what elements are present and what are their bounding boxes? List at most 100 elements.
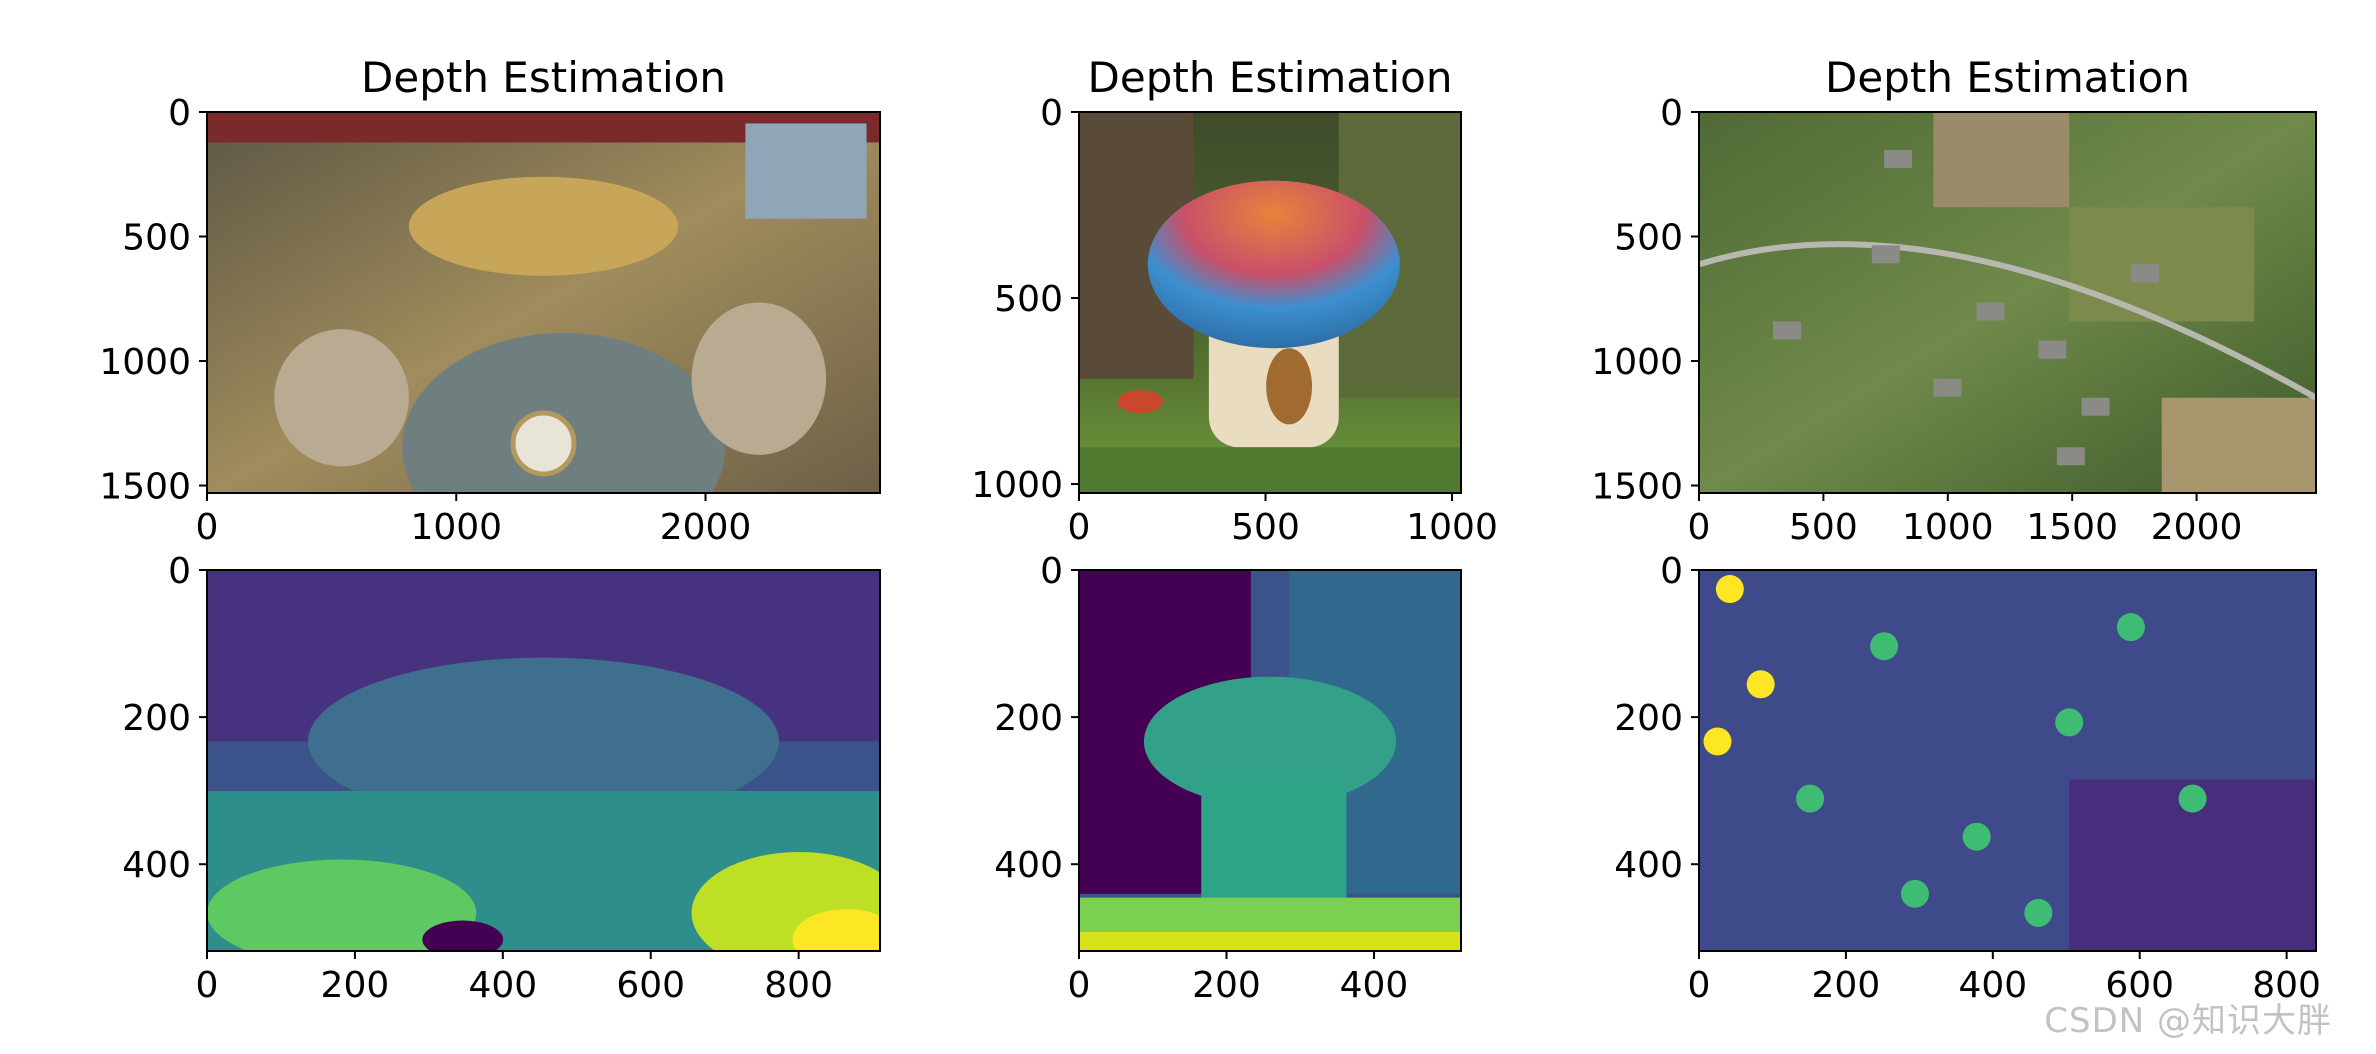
axes-frame [206, 569, 881, 952]
photo-small-mushroom [1117, 390, 1164, 413]
y-tick-label: 1500 [99, 467, 191, 508]
x-tick-label: 1500 [2026, 507, 2118, 548]
axes-frame [1078, 569, 1462, 952]
watermark: CSDN @知识大胖 [2044, 1001, 2332, 1041]
x-tick-label: 400 [468, 965, 537, 1006]
x-tick-label: 0 [1688, 965, 1711, 1006]
depth-blob [2178, 784, 2207, 813]
photo-statue-left [274, 329, 409, 467]
x-tick-label: 800 [2252, 965, 2321, 1006]
plot-image-1 [207, 112, 880, 493]
photo-door [1266, 348, 1313, 425]
photo-house [2081, 397, 2110, 416]
x-tick-label: 0 [196, 507, 219, 548]
x-tick-label: 0 [196, 965, 219, 1006]
depth-blob [1715, 575, 1744, 604]
x-tick-label: 600 [616, 965, 685, 1006]
y-tick-label: 0 [1040, 551, 1063, 592]
photo-house [1933, 378, 1962, 397]
x-tick-label: 500 [1789, 507, 1858, 548]
depth-stem [1201, 779, 1347, 913]
photo-field [1933, 112, 2070, 208]
y-tick-label: 400 [1614, 845, 1683, 886]
photo-house [1976, 302, 2005, 321]
depth-peak [792, 909, 880, 951]
plot-image-3 [1699, 112, 2316, 493]
depth-blob [1703, 727, 1732, 756]
depth-blob [1746, 670, 1775, 699]
y-tick-label: 1000 [99, 342, 191, 383]
photo-crest [408, 176, 679, 276]
x-tick-label: 800 [764, 965, 833, 1006]
x-tick-label: 500 [1231, 507, 1300, 548]
plot-image-2 [1079, 112, 1461, 493]
y-tick-label: 0 [1660, 551, 1683, 592]
axes-frame [1698, 569, 2317, 952]
depth-blob [2116, 613, 2145, 642]
x-tick-label: 2000 [660, 507, 752, 548]
depth-hole [422, 920, 504, 951]
axes-title: Depth Estimation [1825, 53, 2190, 102]
photo-house [2130, 264, 2159, 283]
depth-blob [2024, 898, 2053, 927]
photo-field [2161, 397, 2316, 493]
x-tick-label: 0 [1068, 965, 1091, 1006]
subplot-1: Depth Estimation 0 1000 2000 0 500 1000 1500 [99, 53, 881, 548]
subplot-5: 0 200 400 0 200 400 [994, 551, 1462, 1006]
x-tick-label: 400 [1340, 965, 1409, 1006]
x-tick-label: 1000 [1902, 507, 1994, 548]
y-tick-label: 500 [1614, 218, 1683, 259]
photo-cap [1147, 180, 1400, 349]
photo-house [2056, 447, 2085, 466]
y-tick-label: 1000 [1591, 342, 1683, 383]
x-tick-label: 200 [1192, 965, 1261, 1006]
axes-frame [1698, 111, 2317, 494]
photo-arch [402, 333, 726, 493]
x-tick-label: 0 [1068, 507, 1091, 548]
y-tick-label: 1000 [971, 465, 1063, 506]
x-tick-label: 400 [1958, 965, 2027, 1006]
photo-moss [1079, 447, 1461, 493]
y-tick-label: 400 [122, 845, 191, 886]
photo-house [2038, 340, 2067, 359]
x-tick-label: 0 [1688, 507, 1711, 548]
y-tick-label: 200 [994, 698, 1063, 739]
y-tick-label: 200 [1614, 698, 1683, 739]
axes-title: Depth Estimation [1088, 53, 1453, 102]
subplot-3: Depth Estimation 0 500 1000 1500 2000 0 500 1000… [1591, 53, 2317, 548]
photo-house [1871, 245, 1900, 264]
y-tick-label: 200 [122, 698, 191, 739]
y-tick-label: 0 [168, 93, 191, 134]
plot-image-6 [1699, 570, 2316, 951]
y-tick-label: 0 [1040, 93, 1063, 134]
subplot-4: 0 200 400 600 800 0 200 400 [122, 551, 881, 1006]
y-tick-label: 0 [1660, 93, 1683, 134]
depth-mid [307, 657, 780, 826]
depth-blob [1900, 879, 1929, 908]
photo-house [1884, 150, 1913, 169]
y-tick-label: 500 [122, 218, 191, 259]
plot-image-4 [207, 570, 880, 951]
x-tick-label: 200 [321, 965, 390, 1006]
x-tick-label: 2000 [2151, 507, 2243, 548]
depth-blob [1870, 632, 1899, 661]
y-tick-label: 1500 [1591, 467, 1683, 508]
x-tick-label: 1000 [410, 507, 502, 548]
depth-nearest [1079, 931, 1461, 951]
x-tick-label: 1000 [1406, 507, 1498, 548]
photo-clock [510, 410, 577, 477]
axes-frame [1078, 111, 1462, 494]
depth-cap [1143, 676, 1397, 807]
photo-road [1699, 241, 2316, 401]
plot-image-5 [1079, 570, 1461, 951]
depth-blob [1962, 822, 1991, 851]
photo-house [1773, 321, 1802, 340]
y-tick-label: 500 [994, 279, 1063, 320]
photo-field [2069, 207, 2255, 322]
depth-near-left [207, 859, 477, 951]
depth-blob [2055, 708, 2084, 737]
photo-painting [745, 123, 867, 219]
y-tick-label: 400 [994, 845, 1063, 886]
